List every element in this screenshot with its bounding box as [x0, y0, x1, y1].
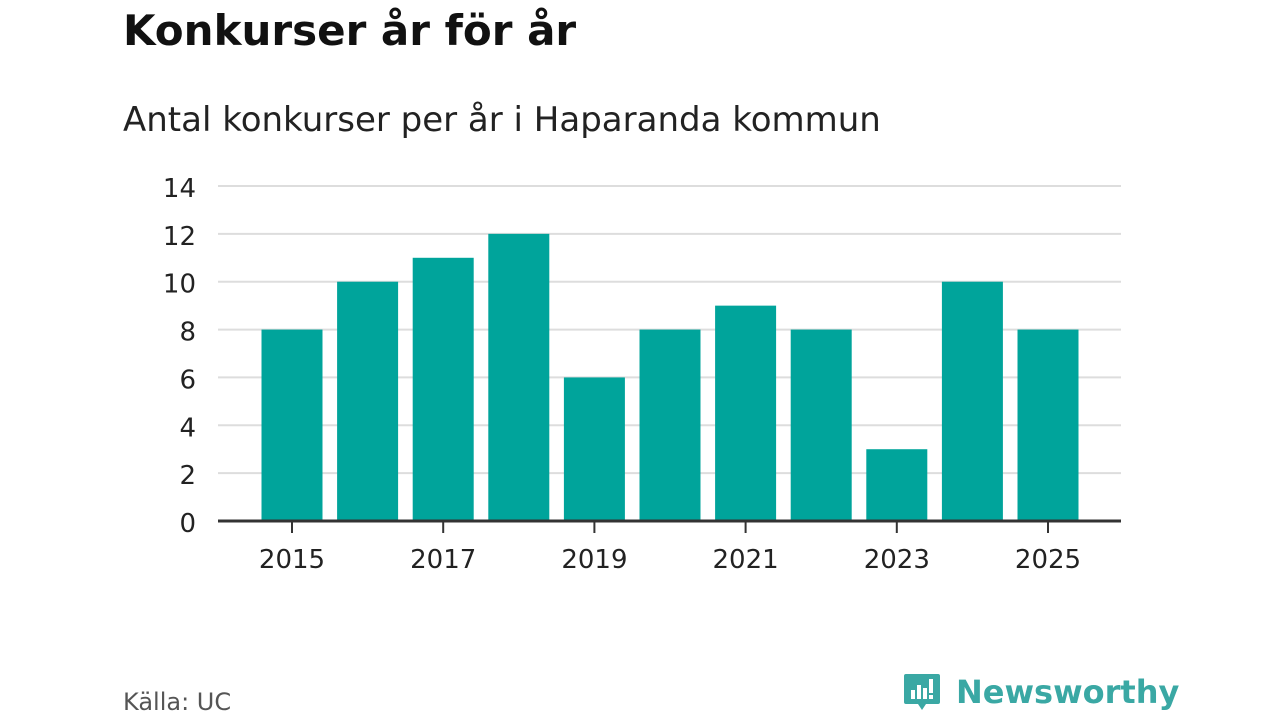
- brand-name: Newsworthy: [956, 673, 1180, 711]
- bar-2024: [941, 281, 1003, 521]
- bar-2016: [337, 281, 399, 521]
- bar-2019: [563, 377, 625, 521]
- bar-2022: [790, 329, 852, 521]
- x-tick-label: 2025: [1015, 545, 1081, 575]
- bar-2017: [412, 257, 474, 521]
- x-tick-label: 2021: [713, 545, 779, 575]
- newsworthy-logo-icon: [904, 674, 940, 710]
- bar-2020: [639, 329, 701, 521]
- x-tick-label: 2015: [259, 545, 325, 575]
- y-tick-label: 14: [163, 174, 196, 204]
- bar-2023: [866, 449, 928, 521]
- chart-subtitle: Antal konkurser per år i Haparanda kommu…: [123, 100, 881, 140]
- y-axis-ticks: 0 2 4 6 8 10 12 14: [163, 174, 196, 539]
- y-tick-label: 0: [179, 509, 196, 539]
- source-note: Källa: UC: [123, 688, 232, 716]
- chart-title: Konkurser år för år: [123, 6, 577, 55]
- bar-2021: [715, 305, 777, 521]
- bar-2018: [488, 233, 550, 521]
- y-tick-label: 8: [179, 318, 196, 348]
- y-tick-label: 4: [179, 413, 196, 443]
- bar-2025: [1017, 329, 1079, 521]
- bar-2015: [261, 329, 323, 521]
- x-tick-label: 2019: [561, 545, 627, 575]
- bars: [261, 233, 1079, 521]
- y-tick-label: 10: [163, 270, 196, 300]
- x-tick-label: 2023: [864, 545, 930, 575]
- y-tick-label: 12: [163, 222, 196, 252]
- y-tick-label: 2: [179, 461, 196, 491]
- y-tick-label: 6: [179, 365, 196, 395]
- brand: Newsworthy: [902, 670, 1179, 714]
- x-axis: 2015 2017 2019 2021 2023 2025: [218, 519, 1121, 575]
- x-tick-label: 2017: [410, 545, 476, 575]
